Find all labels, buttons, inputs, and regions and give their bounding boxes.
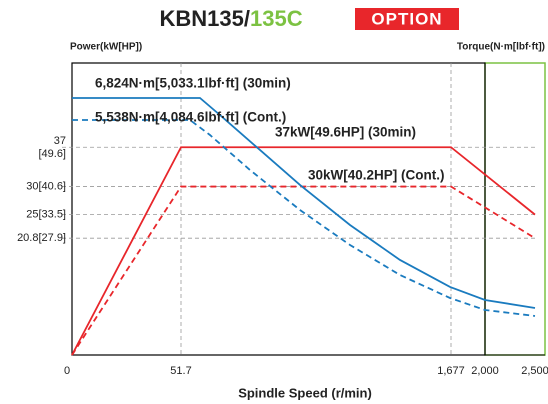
chart-title: 135C xyxy=(250,6,303,31)
y-tick-label: 20.8[27.9] xyxy=(17,232,66,244)
series-label: 5,538N·m[4,084.6lbf·ft] (Cont.) xyxy=(95,110,286,125)
y-axis-label: Power(kW[HP]) xyxy=(70,42,142,53)
x-tick-label: 2,000 xyxy=(471,365,499,377)
x-axis-label: Spindle Speed (r/min) xyxy=(238,385,372,400)
series-line xyxy=(71,146,536,356)
series-line xyxy=(71,185,536,356)
chart-title: KBN135/ xyxy=(160,6,250,31)
series-line xyxy=(72,119,536,317)
x-tick-label: 51.7 xyxy=(170,365,191,377)
y-tick-label: 25[33.5] xyxy=(26,209,66,221)
x-tick-label: 0 xyxy=(64,365,70,377)
y2-axis-label: Torque(N·m[lbf·ft]) xyxy=(457,42,545,53)
badge: OPTION xyxy=(371,9,442,28)
x-tick-label: 1,677 xyxy=(437,365,465,377)
series-label: 37kW[49.6HP] (30min) xyxy=(275,125,416,140)
y-tick-label: 37 [49.6] xyxy=(38,135,66,160)
plot-frame xyxy=(71,62,486,356)
y-tick-label: 30[40.6] xyxy=(26,180,66,192)
series-label: 30kW[40.2HP] (Cont.) xyxy=(308,168,445,183)
series-label: 6,824N·m[5,033.1lbf·ft] (30min) xyxy=(95,76,291,91)
badge-box xyxy=(355,8,459,30)
series-line xyxy=(72,97,536,309)
x-tick-label: 2,500 xyxy=(521,365,548,377)
